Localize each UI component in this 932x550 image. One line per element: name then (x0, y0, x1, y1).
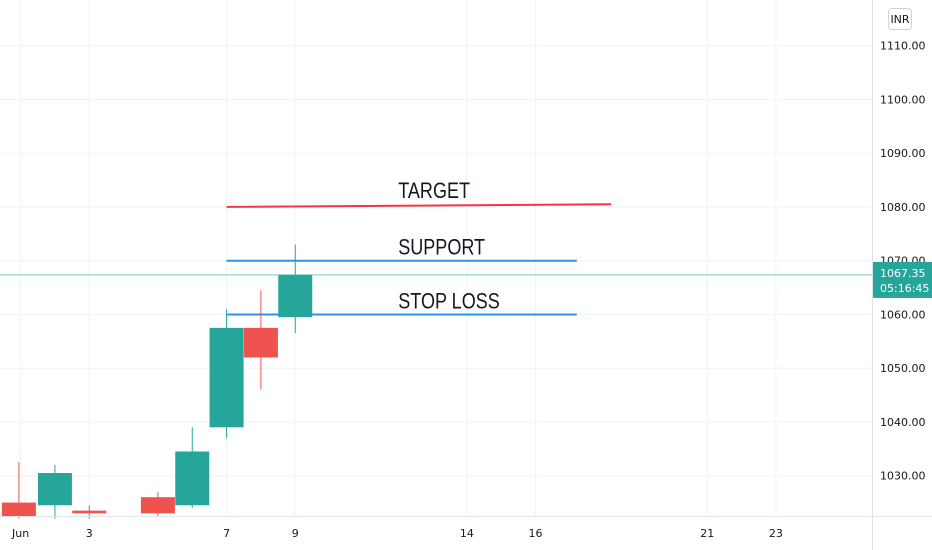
target-line[interactable] (226, 203, 612, 208)
last-price-badge-bg (873, 261, 932, 298)
support-label: SUPPORT (398, 236, 485, 260)
candle-body[interactable] (278, 274, 313, 318)
stop-loss-label: STOP LOSS (398, 290, 500, 314)
candle-body[interactable] (243, 327, 278, 358)
time-axis[interactable]: Jun 3 7 9 14 16 21 23 (11, 527, 783, 540)
candle-body[interactable] (209, 327, 244, 428)
price-tick-label: 1060.00 (880, 308, 926, 321)
trade-levels: TARGET SUPPORT STOP LOSS (226, 180, 612, 316)
price-tick-label: 1110.00 (880, 40, 926, 53)
price-tick-label: 1030.00 (880, 470, 926, 483)
currency-button[interactable]: INR (888, 8, 912, 30)
candle-body[interactable] (140, 497, 175, 514)
time-tick-label: 23 (769, 527, 783, 540)
time-tick-label: 3 (86, 527, 93, 540)
candle-body[interactable] (1, 502, 36, 516)
time-tick-label: 21 (700, 527, 714, 540)
target-label: TARGET (398, 180, 470, 204)
price-axis[interactable]: 1030.001040.001050.001060.001070.001080.… (880, 40, 926, 483)
price-tick-label: 1050.00 (880, 362, 926, 375)
time-tick-label: 16 (529, 527, 543, 540)
candles (1, 244, 313, 519)
price-tick-label: 1090.00 (880, 147, 926, 160)
price-tick-label: 1040.00 (880, 416, 926, 429)
candle-body[interactable] (72, 510, 107, 514)
last-price-badge: 1067.35 05:16:45 (873, 261, 932, 298)
price-tick-label: 1100.00 (880, 93, 926, 106)
time-tick-label: 9 (292, 527, 299, 540)
candle-body[interactable] (37, 473, 72, 506)
price-tick-label: 1080.00 (880, 201, 926, 214)
bar-countdown: 05:16:45 (880, 282, 929, 295)
time-tick-label: 14 (460, 527, 474, 540)
time-tick-label: Jun (11, 527, 29, 540)
time-tick-label: 7 (223, 527, 230, 540)
candle-body[interactable] (175, 451, 210, 506)
last-price-value: 1067.35 (880, 267, 926, 280)
